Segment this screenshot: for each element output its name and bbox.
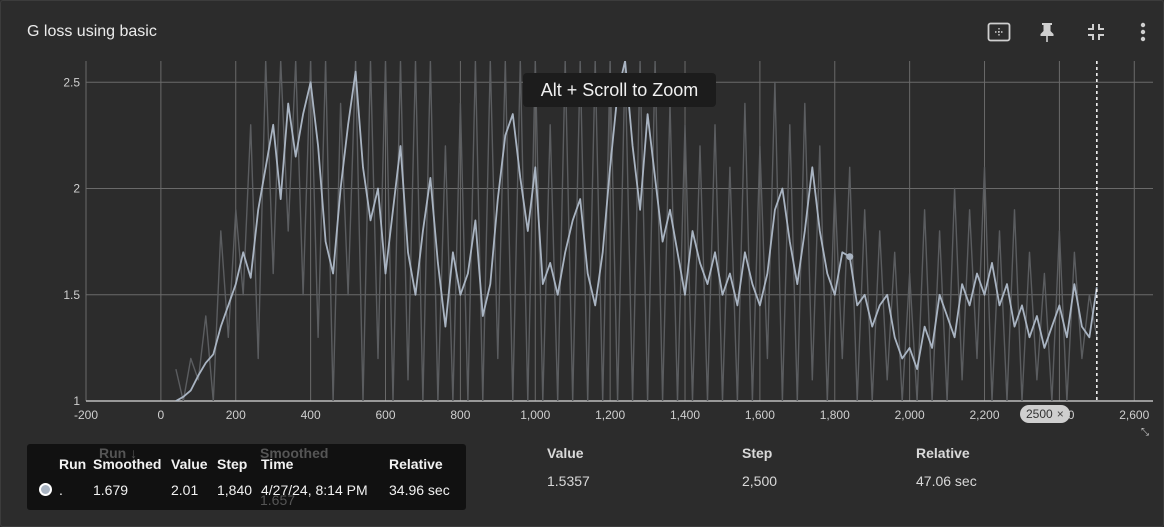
tt-header-time: Time [261,456,294,472]
tt-header-step: Step [217,456,248,472]
tt-cell-run: . [59,482,63,498]
close-icon[interactable]: × [1056,407,1064,421]
tt-cell-value: 2.01 [171,482,199,498]
card-title: G loss using basic [27,23,157,40]
collapse-icon [1086,22,1106,42]
fit-domain-icon [987,22,1011,42]
raw-series-line [175,61,1098,401]
ghost-value: 1.657 [260,492,296,508]
x-tick-label: 1,600 [745,408,775,422]
ghost-smoothed: Smoothed [260,445,329,461]
tt-cell-relative: 34.96 sec [389,482,450,498]
tt-cell-step: 1,840 [217,482,253,498]
x-tick-label: 200 [226,408,246,422]
more-vert-icon [1140,22,1146,42]
pin-icon [1038,21,1056,43]
tt-header-value: Value [171,456,208,472]
fit-domain-button[interactable] [986,19,1012,45]
x-tick-label: 1,000 [520,408,550,422]
y-tick-label: 2 [73,182,80,196]
x-tick-label: 800 [450,408,470,422]
tt-cell-smoothed: 1.679 [93,482,129,498]
x-tick-label: 1,400 [670,408,700,422]
smoothed-series-line [175,61,1098,401]
x-tick-label: 400 [301,408,321,422]
tt-cell-time: 4/27/24, 8:14 PM [261,482,368,498]
x-tick-label: 600 [375,408,395,422]
bg-cell-value: 1.5357 [547,473,590,489]
run-color-dot [39,483,52,496]
data-tooltip: Run ↓ Smoothed 1.657 Run Smoothed Value … [27,444,466,510]
hover-step-chip[interactable]: 2500 × [1020,405,1070,423]
y-tick-label: 2.5 [63,75,80,89]
ghost-run: Run ↓ [99,445,138,461]
bg-header-relative: Relative [916,445,970,461]
resize-handle-icon[interactable]: ⤡ [1141,427,1149,438]
x-tick-label: 2,000 [895,408,925,422]
x-tick-label: 2,200 [970,408,1000,422]
tt-header-smoothed: Smoothed [93,456,162,472]
bg-cell-relative: 47.06 sec [916,473,977,489]
pin-button[interactable] [1034,19,1060,45]
hover-step-label: 2500 [1026,407,1053,421]
bg-header-step: Step [742,445,773,461]
bg-cell-step: 2,500 [742,473,778,489]
line-chart[interactable]: -200 0 200 400 600 800 1,000 1,200 1,400 1,600 1,8… [1,56,1164,431]
zoom-hint: Alt + Scroll to Zoom [523,73,716,107]
y-tick-label: 1 [73,394,80,408]
bg-header-value: Value [547,445,584,461]
tt-header-run: Run [59,456,87,472]
x-tick-label: 1,800 [820,408,850,422]
x-tick-label: -200 [74,408,98,422]
y-tick-label: 1.5 [63,288,80,302]
highlight-point [846,253,854,261]
x-tick-label: 1,200 [595,408,625,422]
x-tick-label: 2,600 [1119,408,1149,422]
more-menu-button[interactable] [1130,19,1156,45]
tt-header-relative: Relative [389,456,443,472]
x-tick-label: 0 [158,408,165,422]
collapse-button[interactable] [1083,19,1109,45]
